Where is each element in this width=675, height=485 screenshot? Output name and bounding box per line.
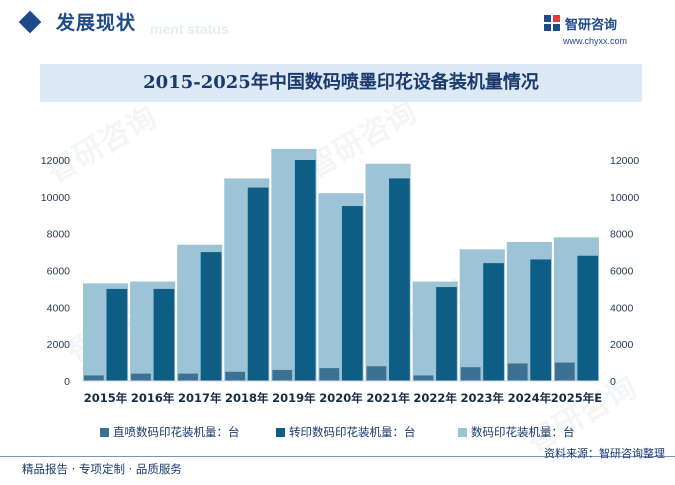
x-tick-label: 2015年 <box>84 391 128 405</box>
y-tick-label-right: 2000 <box>610 339 634 351</box>
chart-title-band: 2015-2025年中国数码喷墨印花设备装机量情况 <box>40 64 642 102</box>
x-tick-label: 2021年 <box>366 391 410 405</box>
bar-transfer <box>389 178 410 381</box>
bar-transfer <box>483 263 504 381</box>
bar-transfer <box>436 287 457 381</box>
y-tick-label-right: 8000 <box>610 229 634 241</box>
legend-swatch <box>276 428 285 437</box>
legend-item: 数码印花装机量：台 <box>458 424 575 440</box>
y-tick-label-left: 12000 <box>41 155 70 167</box>
bar-transfer <box>200 252 222 381</box>
bar-transfer <box>247 187 269 381</box>
bar-direct <box>366 366 387 381</box>
y-tick-label-right: 12000 <box>610 155 639 167</box>
y-tick-label-left: 10000 <box>41 192 70 204</box>
legend-item: 转印数码印花装机量：台 <box>276 424 416 440</box>
brand-mark-icon <box>544 15 560 31</box>
bar-transfer <box>577 255 599 381</box>
x-tick-label: 2024年 <box>508 391 552 405</box>
bar-direct <box>131 373 151 381</box>
bar-transfer <box>341 206 363 381</box>
chart-legend: 直喷数码印花装机量：台 转印数码印花装机量：台 数码印花装机量：台 <box>0 424 675 442</box>
y-tick-label-right: 4000 <box>610 302 634 314</box>
bar-direct <box>272 369 293 381</box>
x-tick-label: 2016年 <box>131 391 175 405</box>
chart-title: 2015-2025年中国数码喷墨印花设备装机量情况 <box>143 72 539 93</box>
legend-label: 直喷数码印花装机量：台 <box>113 425 240 439</box>
diamond-icon <box>18 10 42 34</box>
legend-label: 数码印花装机量：台 <box>471 425 575 439</box>
bar-transfer <box>294 160 316 381</box>
brand-name: 智研咨询 <box>565 18 618 33</box>
footer-tagline: 精品报告 · 专项定制 · 品质服务 <box>22 462 182 476</box>
section-title: 发展现状 <box>56 12 137 34</box>
bar-transfer <box>530 259 552 381</box>
y-tick-label-right: 6000 <box>610 266 634 278</box>
data-source: 资料来源：智研咨询整理 <box>544 447 665 460</box>
x-tick-label: 2018年 <box>225 391 269 405</box>
bar-transfer <box>106 288 128 381</box>
x-tick-label: 2017年 <box>178 391 222 405</box>
legend-swatch <box>458 428 467 437</box>
brand-logo: 智研咨询 www.chyxx.com <box>543 12 653 48</box>
y-tick-label-left: 8000 <box>47 229 71 241</box>
y-tick-label-left: 0 <box>64 376 70 388</box>
x-tick-label: 2025年E <box>551 391 603 405</box>
bar-direct <box>413 375 434 381</box>
bar-direct <box>319 368 340 381</box>
legend-label: 转印数码印花装机量：台 <box>289 425 416 439</box>
bar-direct <box>225 371 246 381</box>
y-tick-label-left: 4000 <box>47 302 71 314</box>
bar-direct <box>507 363 528 381</box>
header-bar: ment status 发展现状 智研咨询 www.chyxx.com <box>0 0 675 52</box>
x-tick-label: 2019年 <box>272 391 316 405</box>
legend-item: 直喷数码印花装机量：台 <box>100 424 240 440</box>
x-tick-label: 2022年 <box>413 391 457 405</box>
section-subtitle: ment status <box>150 21 229 37</box>
brand-url: www.chyxx.com <box>563 36 628 46</box>
bar-direct <box>178 373 198 381</box>
y-tick-label-right: 10000 <box>610 192 639 204</box>
bar-direct <box>84 375 104 381</box>
y-tick-label-left: 2000 <box>47 339 71 351</box>
x-tick-label: 2020年 <box>319 391 363 405</box>
x-tick-label: 2023年 <box>461 391 505 405</box>
bar-direct <box>460 367 481 381</box>
footer-divider <box>0 456 675 457</box>
y-tick-label-right: 0 <box>610 376 616 388</box>
legend-swatch <box>100 428 109 437</box>
bar-direct <box>554 362 575 381</box>
y-tick-label-left: 6000 <box>47 266 71 278</box>
bar-transfer <box>153 288 175 381</box>
chart-plot: 0 0 2000 2000 4000 4000 6000 6000 8000 8000 10000 1… <box>41 148 639 405</box>
